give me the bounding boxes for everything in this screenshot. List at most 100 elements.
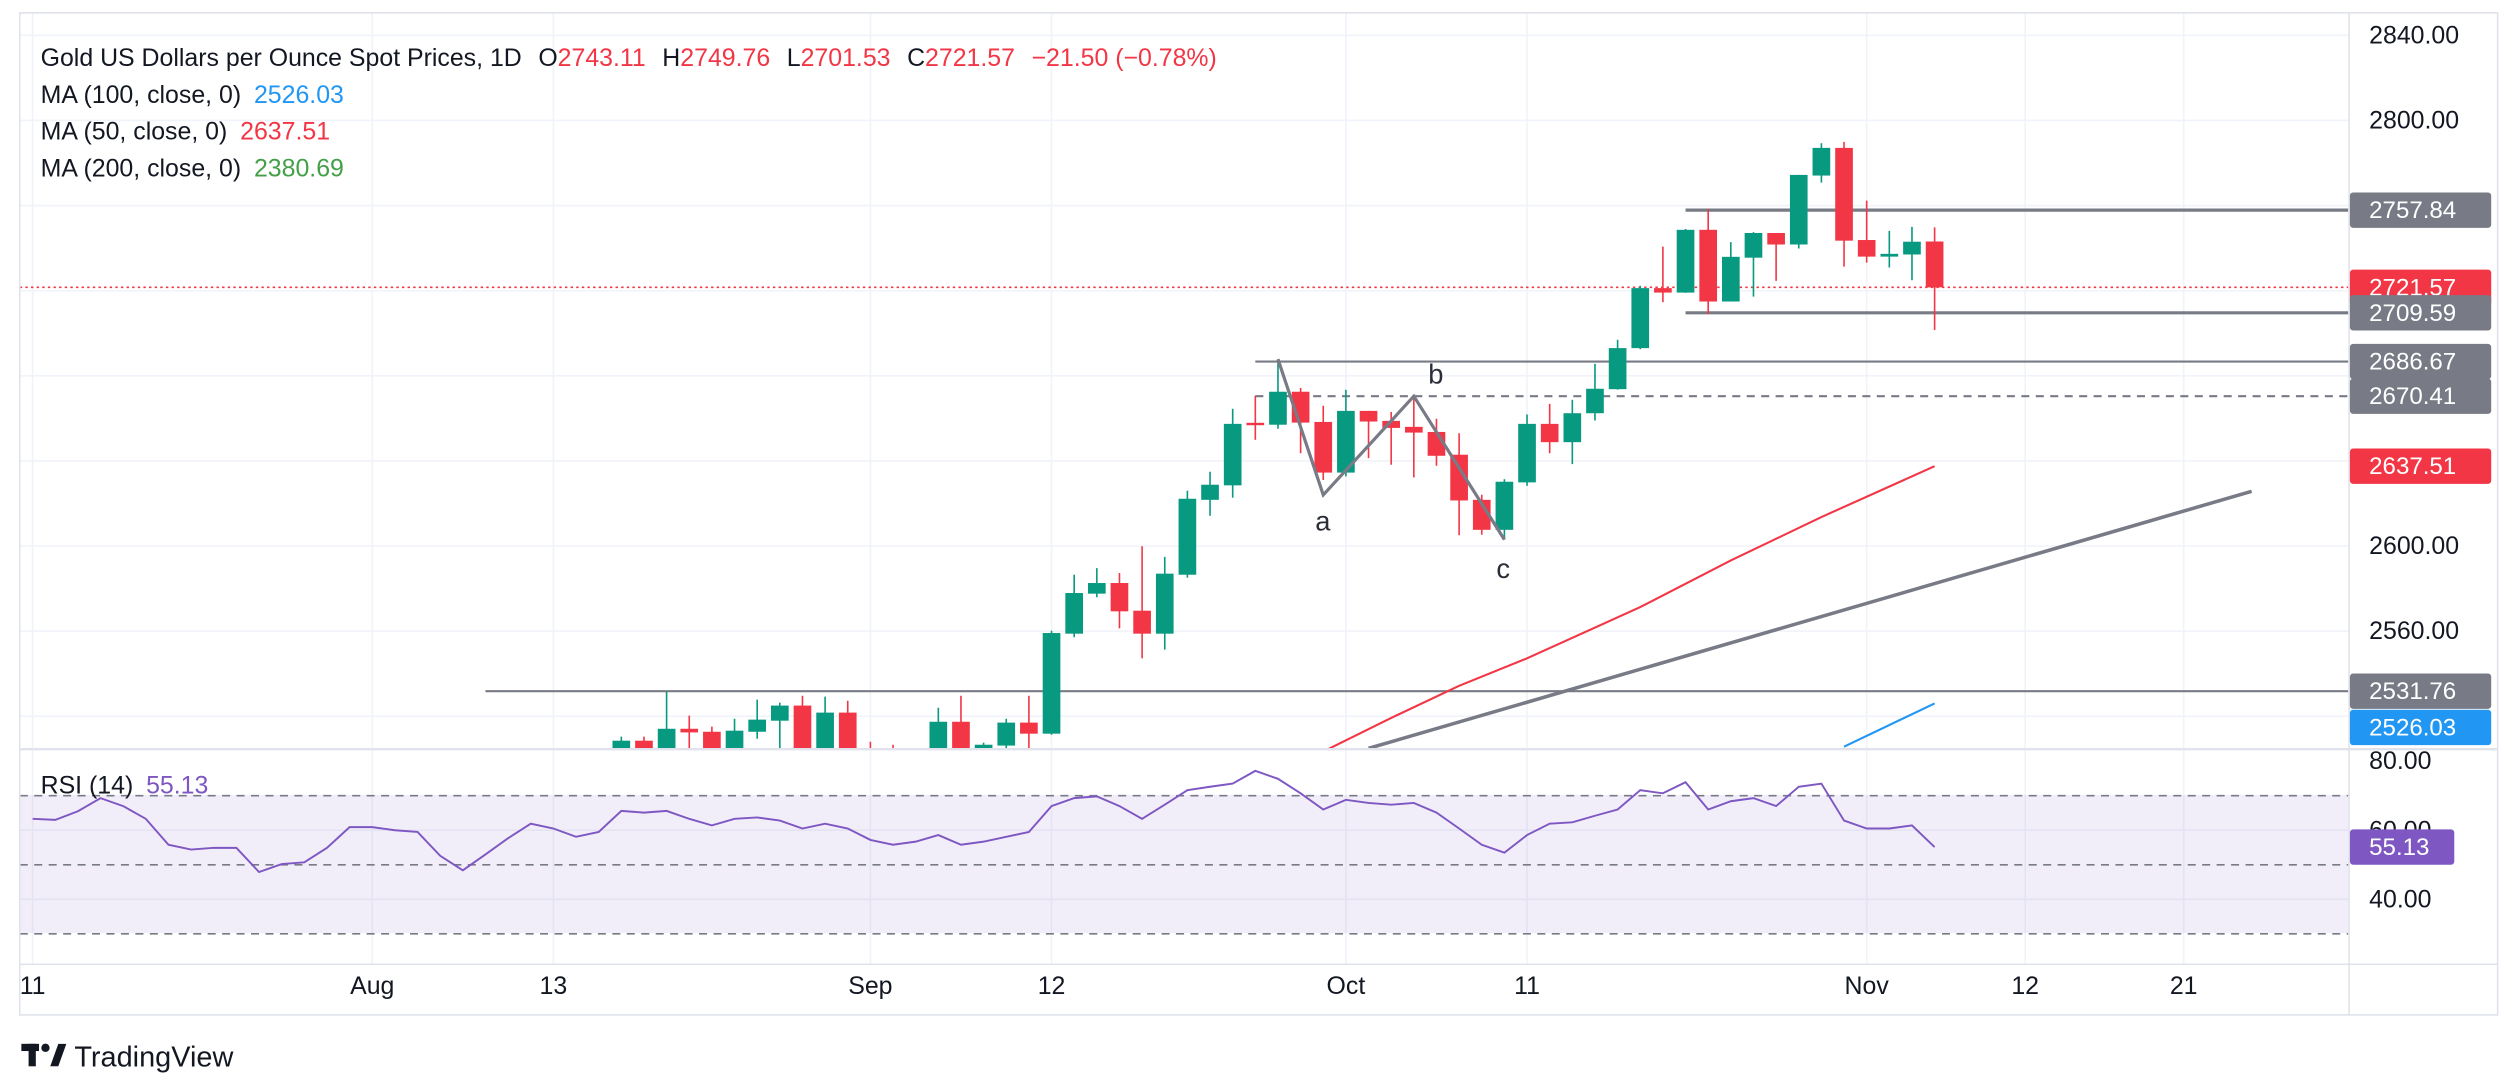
candle[interactable] <box>838 700 857 770</box>
candle[interactable] <box>657 691 676 769</box>
candle-body <box>725 730 744 749</box>
candle-body <box>1087 583 1106 594</box>
candle[interactable] <box>725 718 744 770</box>
open-label: O <box>538 44 557 72</box>
candle[interactable] <box>1337 389 1355 477</box>
candle[interactable] <box>1246 395 1265 440</box>
candle[interactable] <box>1812 143 1831 183</box>
candle[interactable] <box>974 742 993 759</box>
candle[interactable] <box>929 707 948 770</box>
candle-body <box>1133 610 1151 634</box>
ma200-legend[interactable]: MA (200, close, 0) 2380.69 <box>41 155 344 183</box>
candle[interactable] <box>1178 490 1197 578</box>
ma100-value: 2526.03 <box>254 81 344 109</box>
candle[interactable] <box>1654 246 1672 303</box>
candle[interactable] <box>1789 174 1808 249</box>
time-tick-label: 11 <box>1514 972 1540 1000</box>
price-marker-2531.76[interactable]: 2531.76 <box>2349 673 2492 709</box>
ma100-legend[interactable]: MA (100, close, 0) 2526.03 <box>41 81 344 109</box>
candle[interactable] <box>680 715 699 759</box>
candle[interactable] <box>1540 403 1559 454</box>
open-value: 2743.11 <box>558 44 646 72</box>
price-pane[interactable]: a b c <box>19 141 2349 784</box>
price-marker-2526.03[interactable]: 2526.03 <box>2349 709 2492 746</box>
candle[interactable] <box>793 695 812 770</box>
candle-body <box>1223 423 1242 486</box>
candle[interactable] <box>1676 228 1695 293</box>
candle[interactable] <box>1767 233 1785 281</box>
rsi-marker-bg <box>2349 829 2455 865</box>
high-value: 2749.76 <box>680 44 770 72</box>
candle[interactable] <box>1631 285 1650 350</box>
rsi-legend[interactable]: RSI (14) 55.13 <box>41 771 209 799</box>
time-tick-label: Aug <box>350 972 394 1000</box>
candle[interactable] <box>1699 209 1718 315</box>
candle[interactable] <box>748 699 767 739</box>
candle[interactable] <box>1087 568 1106 598</box>
candle[interactable] <box>1450 433 1468 536</box>
candle[interactable] <box>1880 230 1899 268</box>
candle[interactable] <box>952 695 970 770</box>
candle[interactable] <box>1495 479 1514 540</box>
candle[interactable] <box>1744 232 1763 297</box>
price-marker-2670.41[interactable]: 2670.41 <box>2349 378 2492 414</box>
candle[interactable] <box>816 696 834 770</box>
candle[interactable] <box>1518 414 1536 486</box>
time-tick-label: 12 <box>2011 972 2039 1000</box>
legend: Gold US Dollars per Ounce Spot Prices, 1… <box>41 44 1217 799</box>
time-axis[interactable]: 11 Aug 13 Sep 12 Oct 11 Nov 12 21 <box>20 972 2198 1000</box>
candle[interactable] <box>1925 227 1944 330</box>
abc-wave-line <box>1276 358 1506 541</box>
candle-body <box>1518 423 1536 483</box>
candle[interactable] <box>1563 399 1582 465</box>
candle-body <box>1337 410 1355 473</box>
candle[interactable] <box>1042 630 1061 735</box>
candle[interactable] <box>1608 339 1627 390</box>
candle[interactable] <box>1155 556 1174 650</box>
candle-body <box>1201 484 1219 500</box>
price-axis[interactable]: 2840.002800.002600.002560.002757.842721.… <box>2349 21 2492 746</box>
price-marker-2709.59[interactable]: 2709.59 <box>2349 295 2492 331</box>
candle-body <box>1925 241 1944 288</box>
ma200-value: 2380.69 <box>254 155 344 183</box>
candle[interactable] <box>1903 226 1921 281</box>
symbol-line[interactable]: Gold US Dollars per Ounce Spot Prices, 1… <box>41 44 1217 72</box>
candle-body <box>1495 481 1514 530</box>
candle[interactable] <box>1020 695 1038 753</box>
wave-label-a: a <box>1315 505 1331 536</box>
candle[interactable] <box>1721 242 1740 302</box>
candle-body <box>929 721 948 749</box>
candle[interactable] <box>997 718 1016 749</box>
price-marker-label: 2531.76 <box>2369 678 2456 705</box>
rsi-pane[interactable] <box>19 769 2349 935</box>
price-marker-2637.51[interactable]: 2637.51 <box>2349 448 2492 484</box>
candle[interactable] <box>1314 405 1333 481</box>
candle[interactable] <box>1201 471 1219 516</box>
price-marker-2686.67[interactable]: 2686.67 <box>2349 343 2492 380</box>
candle[interactable] <box>770 702 789 759</box>
candle[interactable] <box>635 736 653 770</box>
candle[interactable] <box>1269 359 1287 429</box>
candle[interactable] <box>1586 363 1604 421</box>
candle-body <box>1155 573 1174 634</box>
tradingview-logo[interactable]: TradingView <box>21 1041 233 1073</box>
candle[interactable] <box>1223 408 1242 498</box>
rsi-value-marker[interactable]: 55.13 <box>2349 829 2455 865</box>
candle[interactable] <box>1359 410 1378 459</box>
candle[interactable] <box>1404 398 1423 478</box>
candle[interactable] <box>1857 200 1876 263</box>
candle-body <box>635 740 653 749</box>
trend-line[interactable] <box>1368 489 2253 749</box>
candle[interactable] <box>1110 573 1129 629</box>
ma50-legend[interactable]: MA (50, close, 0) 2637.51 <box>41 118 330 146</box>
price-marker-2757.84[interactable]: 2757.84 <box>2349 192 2492 228</box>
candle[interactable] <box>1133 546 1151 659</box>
candle[interactable] <box>1065 574 1084 638</box>
candle[interactable] <box>1835 141 1853 267</box>
time-tick-label: Sep <box>848 972 892 1000</box>
time-tick-label: Oct <box>1327 972 1366 1000</box>
candle[interactable] <box>612 736 631 770</box>
candle-body <box>1178 498 1197 575</box>
